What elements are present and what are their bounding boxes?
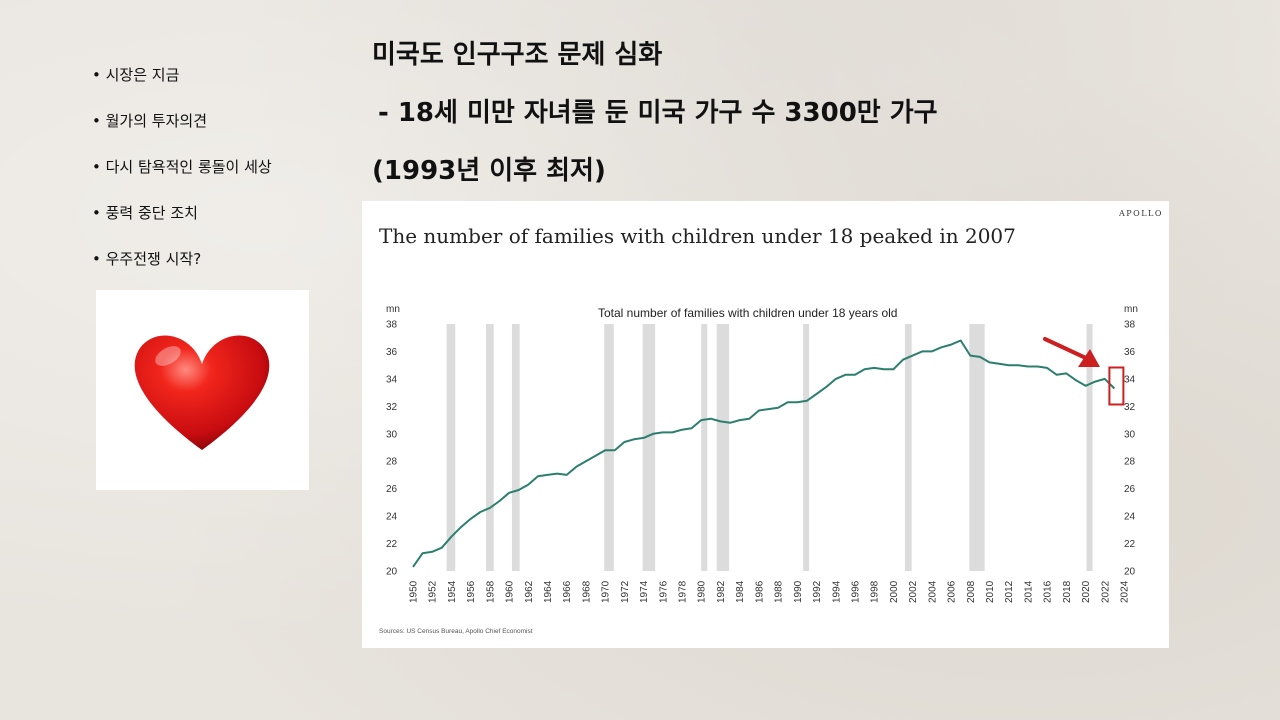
x-tick-label: 1980 xyxy=(697,580,708,603)
bullet-item: 시장은 지금 xyxy=(92,64,272,110)
headline-line2: - 18세 미만 자녀를 둔 미국 가구 수 3300만 가구 xyxy=(378,98,938,128)
x-tick-label: 1952 xyxy=(428,580,439,603)
x-tick-label: 1986 xyxy=(754,580,765,603)
y-tick-label-right: 34 xyxy=(1124,374,1136,385)
recession-band xyxy=(904,324,912,571)
y-tick-label-left: 20 xyxy=(386,567,398,578)
series-line xyxy=(412,339,1116,568)
x-tick-label: 2016 xyxy=(1043,580,1054,603)
recession-band xyxy=(803,324,810,571)
heart-icon xyxy=(134,335,270,450)
x-tick-label: 1968 xyxy=(581,580,592,603)
x-tick-label: 1962 xyxy=(524,580,535,603)
chart-card: The number of families with children und… xyxy=(362,201,1169,648)
y-tick-label-right: 20 xyxy=(1124,567,1136,578)
x-tick-label: 1984 xyxy=(735,580,746,603)
bullet-list: 시장은 지금 월가의 투자의견 다시 탐욕적인 롱돌이 세상 풍력 중단 조치 … xyxy=(92,64,272,294)
x-tick-label: 2010 xyxy=(985,580,996,603)
x-tick-label: 1956 xyxy=(466,580,477,603)
recession-band xyxy=(969,324,985,571)
y-tick-label-right: 22 xyxy=(1124,539,1136,550)
x-tick-label: 1978 xyxy=(678,580,689,603)
y-unit-right: mn xyxy=(1124,304,1138,315)
y-unit-left: mn xyxy=(386,304,400,315)
x-tick-label: 1974 xyxy=(639,580,650,603)
y-tick-label-left: 26 xyxy=(386,484,398,495)
x-tick-label: 1982 xyxy=(716,580,727,603)
brand-label: APOLLO xyxy=(1118,209,1163,218)
x-tick-label: 2018 xyxy=(1062,580,1073,603)
x-tick-label: 1966 xyxy=(562,580,573,603)
y-tick-label-right: 28 xyxy=(1124,457,1136,468)
chart-title: The number of families with children und… xyxy=(379,224,1016,248)
x-tick-label: 1954 xyxy=(447,580,458,603)
y-tick-label-right: 30 xyxy=(1124,429,1136,440)
y-tick-label-left: 22 xyxy=(386,539,398,550)
x-tick-label: 2008 xyxy=(966,580,977,603)
x-tick-label: 1992 xyxy=(812,580,823,603)
y-tick-label-right: 36 xyxy=(1124,347,1136,358)
x-tick-label: 1996 xyxy=(850,580,861,603)
arrow-head xyxy=(1078,349,1100,367)
x-tick-label: 1988 xyxy=(774,580,785,603)
x-tick-label: 2012 xyxy=(1004,580,1015,603)
y-tick-label-right: 32 xyxy=(1124,402,1136,413)
y-tick-label-right: 24 xyxy=(1124,512,1136,523)
x-tick-label: 2024 xyxy=(1120,580,1131,603)
y-tick-label-left: 32 xyxy=(386,402,398,413)
x-tick-label: 1976 xyxy=(658,580,669,603)
heart-image xyxy=(96,290,309,490)
headline-line3: (1993년 이후 최저) xyxy=(372,156,606,186)
arrow-shaft xyxy=(1043,337,1090,361)
bullet-item: 풍력 중단 조치 xyxy=(92,202,272,248)
line-chart: The number of families with children und… xyxy=(379,209,1163,635)
x-tick-label: 1950 xyxy=(409,580,420,603)
x-tick-label: 1998 xyxy=(870,580,881,603)
y-tick-label-left: 34 xyxy=(386,374,398,385)
y-tick-label-left: 38 xyxy=(386,320,398,331)
x-tick-label: 2020 xyxy=(1081,580,1092,603)
chart-subtitle: Total number of families with children u… xyxy=(598,306,897,320)
highlight-box xyxy=(1108,366,1125,406)
x-tick-label: 2002 xyxy=(908,580,919,603)
x-tick-label: 1994 xyxy=(831,580,842,603)
recession-band xyxy=(642,324,656,571)
recession-band xyxy=(1086,324,1093,571)
y-tick-label-left: 30 xyxy=(386,429,398,440)
y-tick-label-left: 28 xyxy=(386,457,398,468)
recession-band xyxy=(701,324,708,571)
y-tick-label-left: 36 xyxy=(386,347,398,358)
x-tick-label: 1964 xyxy=(543,580,554,603)
recession-band xyxy=(446,324,456,571)
source-note: Sources: US Census Bureau, Apollo Chief … xyxy=(379,628,533,635)
y-tick-label-right: 38 xyxy=(1124,320,1136,331)
x-tick-label: 2004 xyxy=(927,580,938,603)
x-tick-label: 1958 xyxy=(485,580,496,603)
recession-band xyxy=(716,324,730,571)
x-tick-label: 1990 xyxy=(793,580,804,603)
headline: 미국도 인구구조 문제 심화 - 18세 미만 자녀를 둔 미국 가구 수 33… xyxy=(372,26,938,200)
x-tick-label: 2000 xyxy=(889,580,900,603)
y-tick-label-right: 26 xyxy=(1124,484,1136,495)
recession-band xyxy=(511,324,520,571)
x-tick-label: 1970 xyxy=(601,580,612,603)
recession-band xyxy=(604,324,614,571)
x-tick-label: 2022 xyxy=(1100,580,1111,603)
x-tick-label: 1960 xyxy=(505,580,516,603)
bullet-item: 다시 탐욕적인 롱돌이 세상 xyxy=(92,156,272,202)
x-tick-label: 1972 xyxy=(620,580,631,603)
headline-line1: 미국도 인구구조 문제 심화 xyxy=(372,40,663,70)
bullet-item: 우주전쟁 시작? xyxy=(92,248,272,294)
bullet-item: 월가의 투자의견 xyxy=(92,110,272,156)
x-tick-label: 2014 xyxy=(1023,580,1034,603)
x-tick-label: 2006 xyxy=(947,580,958,603)
y-tick-label-left: 24 xyxy=(386,512,398,523)
recession-band xyxy=(486,324,494,571)
